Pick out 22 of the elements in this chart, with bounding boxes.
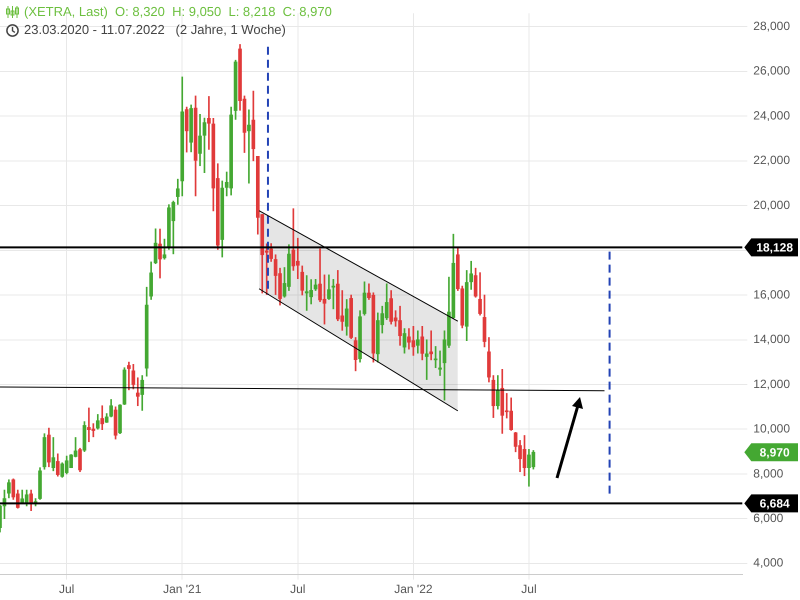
ref-line-label: 6,684 xyxy=(760,496,790,511)
x-tick-label: Jan '22 xyxy=(394,582,433,596)
y-tick-label: 6,000 xyxy=(753,510,784,525)
y-tick-label: 10,000 xyxy=(753,422,790,436)
y-tick-label: 22,000 xyxy=(753,153,790,168)
x-tick-label: Jul xyxy=(59,582,74,596)
y-tick-label: 24,000 xyxy=(753,108,790,122)
y-tick-label: 28,000 xyxy=(753,18,790,33)
text: 23.03.2020 - 11.07.2022 (2 Jahre, 1 Woche) xyxy=(24,21,286,39)
y-tick-label: 12,000 xyxy=(753,376,790,391)
y-tick-label: 8,000 xyxy=(753,466,784,480)
x-tick-label: Jan '21 xyxy=(163,582,202,596)
y-tick-label: 20,000 xyxy=(753,198,790,212)
y-tick-label: 4,000 xyxy=(753,556,784,570)
y-tick-label: 16,000 xyxy=(753,287,790,302)
x-tick-label: Jul xyxy=(521,582,537,596)
x-tick-label: Jul xyxy=(290,582,306,596)
y-tick-label: 26,000 xyxy=(753,64,790,78)
ref-line-label: 18,128 xyxy=(756,240,794,255)
text: 8,970 xyxy=(760,446,790,460)
y-tick-label: 14,000 xyxy=(753,332,790,346)
chart-title: (XETRA, Last) O: 8,320 H: 9,050 L: 8,218 C: 8,970 xyxy=(24,3,332,21)
